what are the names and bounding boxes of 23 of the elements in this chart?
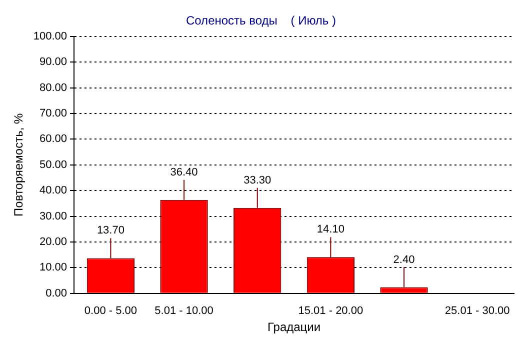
y-tick-label: 0.00 [46, 287, 68, 300]
x-axis-title: Градации [267, 320, 321, 334]
x-tick-label: 0.00 - 5.00 [84, 305, 138, 318]
data-label: 13.70 [96, 224, 124, 237]
chart-title: Соленость воды ( Июль ) [186, 14, 336, 28]
data-label: 2.40 [393, 254, 415, 266]
y-tick-label: 90.00 [40, 56, 68, 68]
x-tick-label: 25.01 - 30.00 [444, 305, 510, 318]
y-tick-label: 80.00 [40, 82, 68, 94]
x-tick-label: 5.01 - 10.00 [154, 305, 214, 318]
y-tick-label: 60.00 [40, 133, 68, 146]
y-tick-label: 10.00 [40, 262, 68, 274]
y-tick-label: 100.00 [33, 30, 68, 42]
x-tick-label: 15.01 - 20.00 [298, 305, 364, 318]
data-label: 14.10 [316, 224, 344, 236]
y-tick-label: 50.00 [40, 158, 68, 171]
y-tick-label: 30.00 [40, 210, 68, 222]
y-tick-label: 20.00 [40, 236, 68, 248]
y-tick-label: 70.00 [40, 108, 68, 120]
data-label: 36.40 [170, 166, 198, 178]
data-label: 33.30 [244, 174, 272, 186]
y-tick-label: 40.00 [40, 184, 68, 197]
y-axis-title: Повторяемость, % [12, 112, 26, 216]
